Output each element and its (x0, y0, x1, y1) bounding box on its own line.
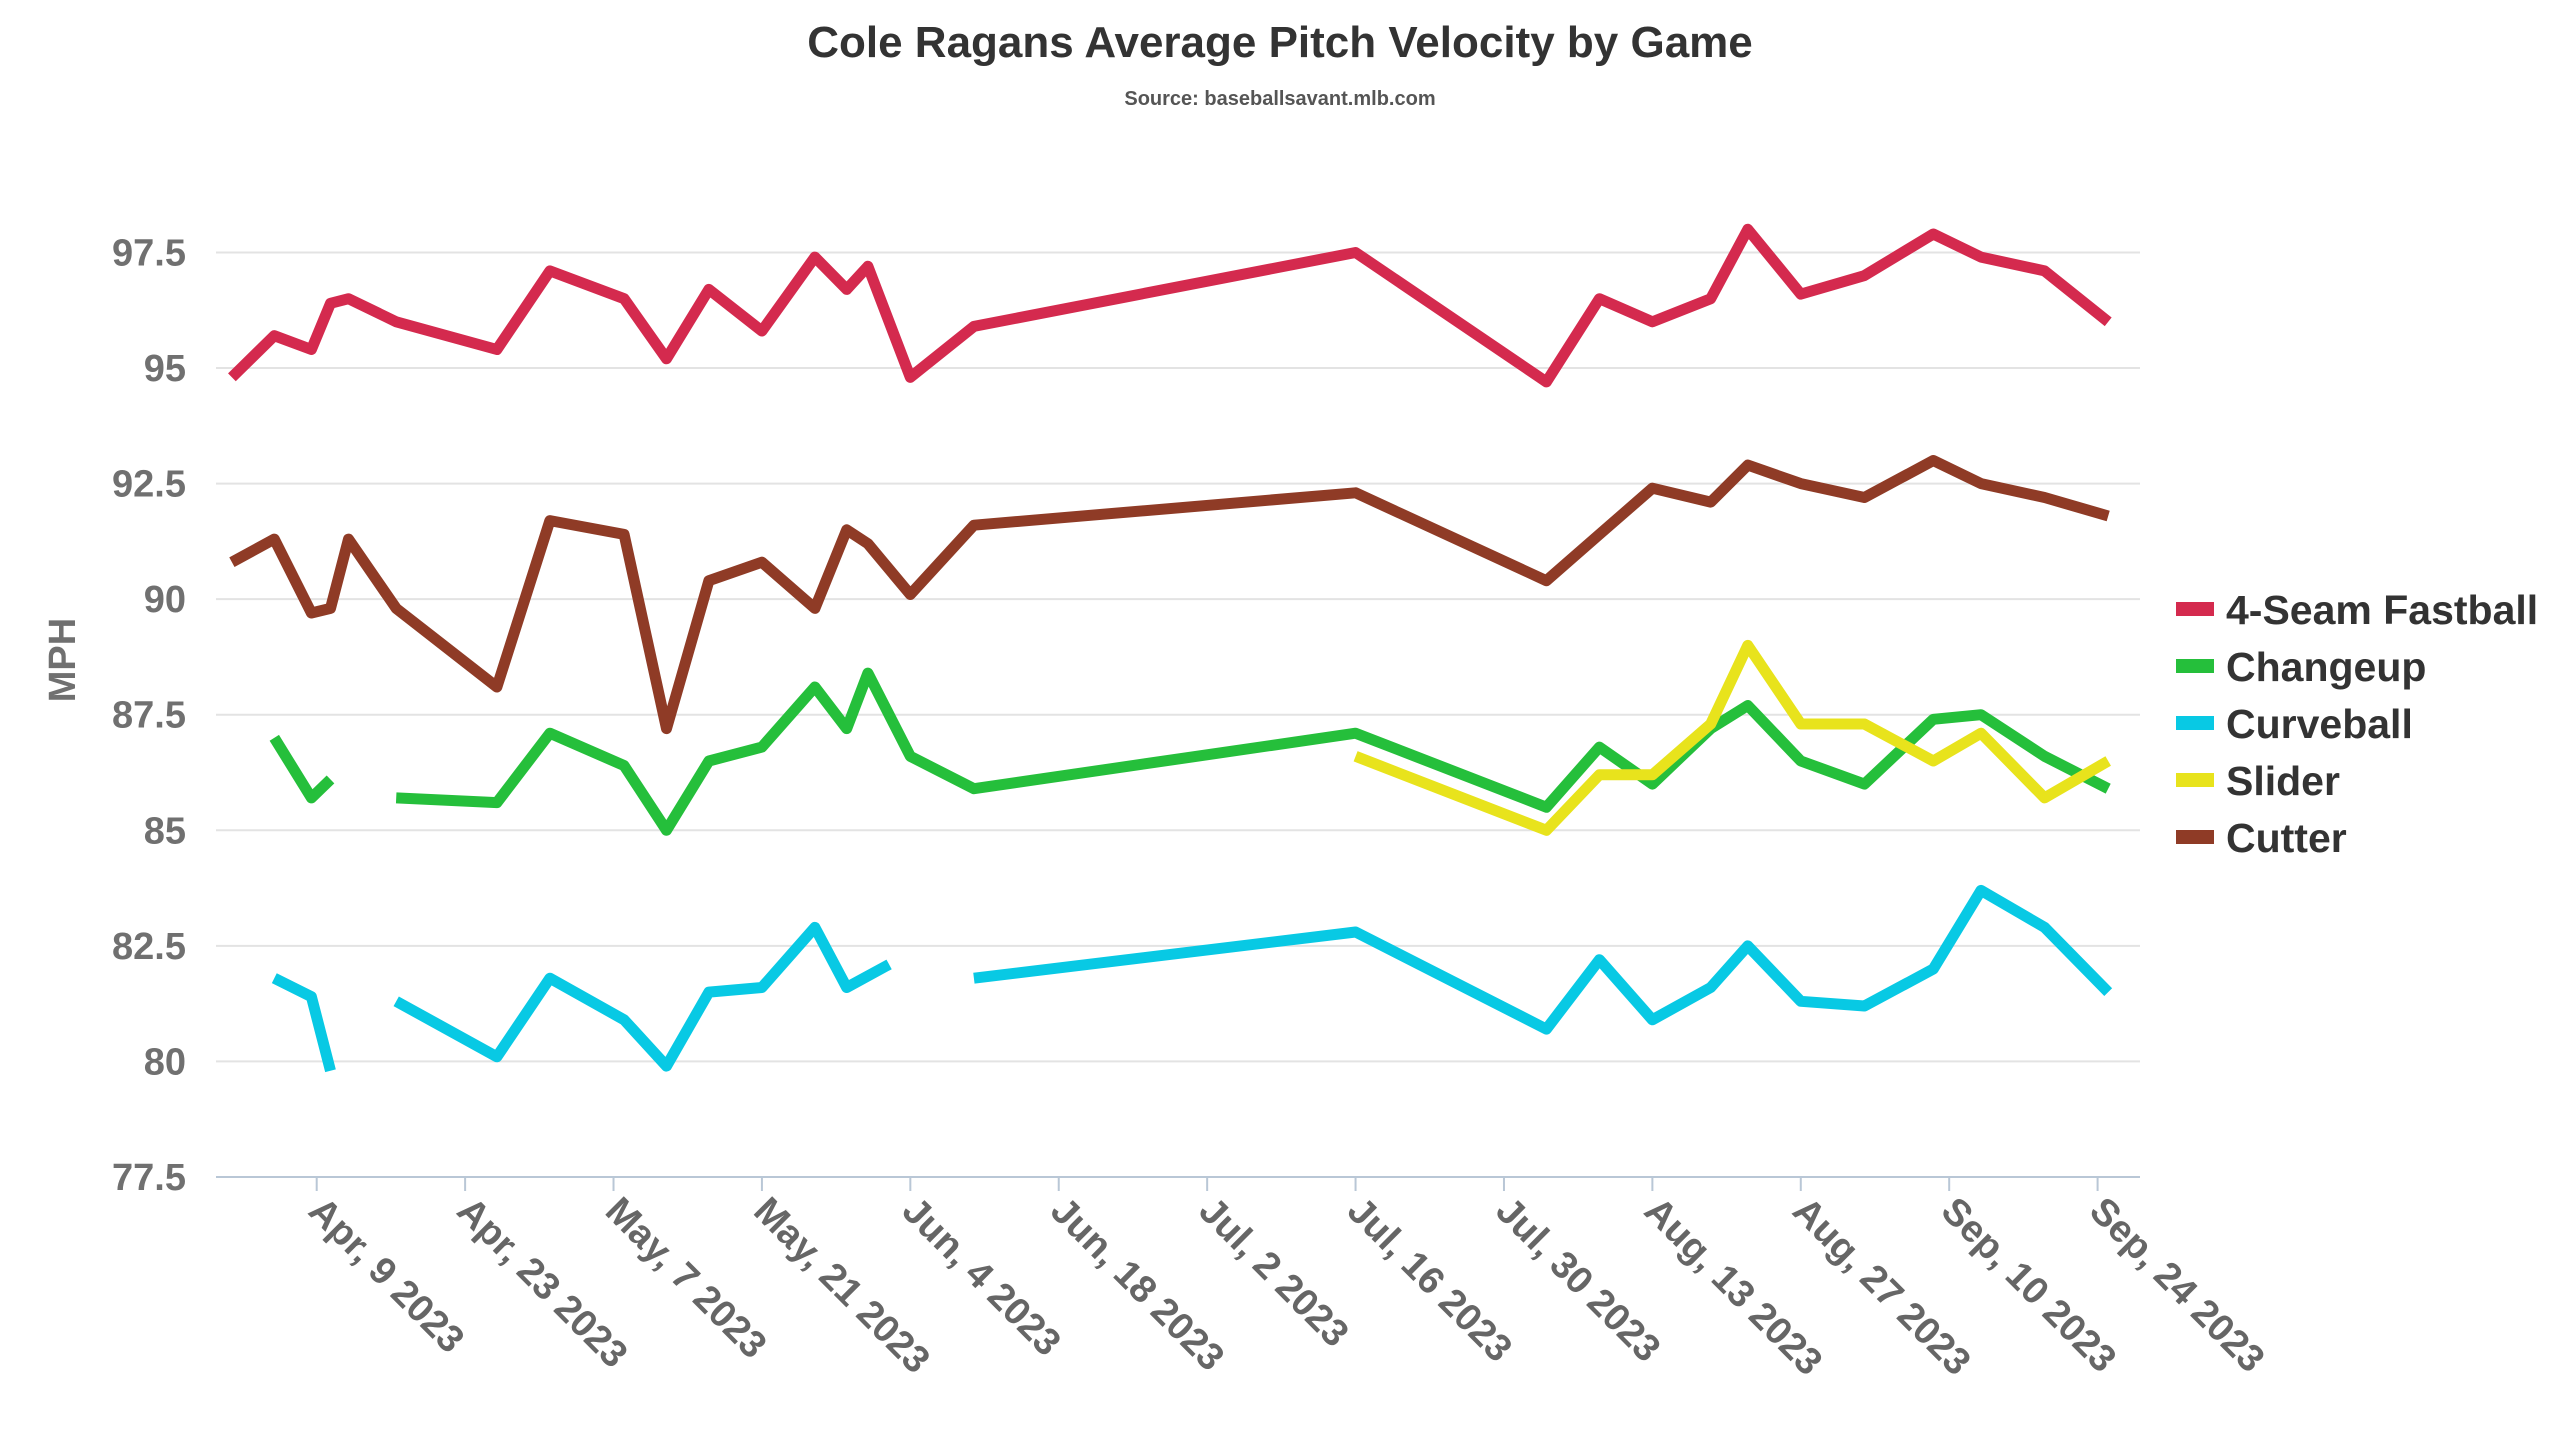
y-tick-label: 82.5 (112, 926, 186, 968)
y-tick-label: 87.5 (112, 695, 186, 737)
series-line-cutter (229, 455, 2110, 735)
legend-swatch-changeup[interactable] (2176, 659, 2214, 673)
legend-swatch-cutter[interactable] (2176, 830, 2214, 844)
y-axis-label: MPH (42, 618, 84, 702)
legend-swatch-slider[interactable] (2176, 773, 2214, 787)
y-tick-label: 97.5 (112, 232, 186, 274)
series-line-4-seam-fastball (228, 223, 2112, 388)
legend-label-changeup[interactable]: Changeup (2226, 644, 2426, 690)
y-tick-label: 95 (144, 348, 186, 390)
legend-swatch-4-seam-fastball[interactable] (2176, 602, 2214, 616)
y-tick-label: 92.5 (112, 464, 186, 506)
chart-subtitle: Source: baseballsavant.mlb.com (1124, 88, 1435, 110)
legend-label-curveball[interactable]: Curveball (2226, 701, 2413, 747)
legend-swatch-curveball[interactable] (2176, 716, 2214, 730)
y-axis-ticks: 77.5 80 82.5 85 87.5 90 92.5 95 97.5 (112, 232, 186, 1199)
series-line-curveball (271, 884, 2113, 1073)
legend-label-slider[interactable]: Slider (2226, 758, 2340, 804)
series-line-slider (1353, 639, 2111, 836)
series-lines (228, 223, 2113, 1073)
x-tick-label: Jul, 2 2023 (1191, 1190, 1357, 1356)
gridlines (216, 251, 2140, 1063)
series-line-changeup (269, 667, 2111, 836)
y-tick-label: 85 (144, 810, 186, 852)
legend: 4-Seam Fastball Changeup Curveball Slider Cu… (2176, 587, 2538, 861)
y-tick-label: 77.5 (112, 1157, 186, 1199)
x-tick-label: Apr, 9 2023 (300, 1190, 472, 1362)
y-tick-label: 90 (144, 579, 186, 621)
y-tick-label: 80 (144, 1041, 186, 1083)
chart-title: Cole Ragans Average Pitch Velocity by Ga… (807, 18, 1753, 67)
legend-label-cutter[interactable]: Cutter (2226, 815, 2347, 861)
legend-label-4-seam-fastball[interactable]: 4-Seam Fastball (2226, 587, 2538, 633)
